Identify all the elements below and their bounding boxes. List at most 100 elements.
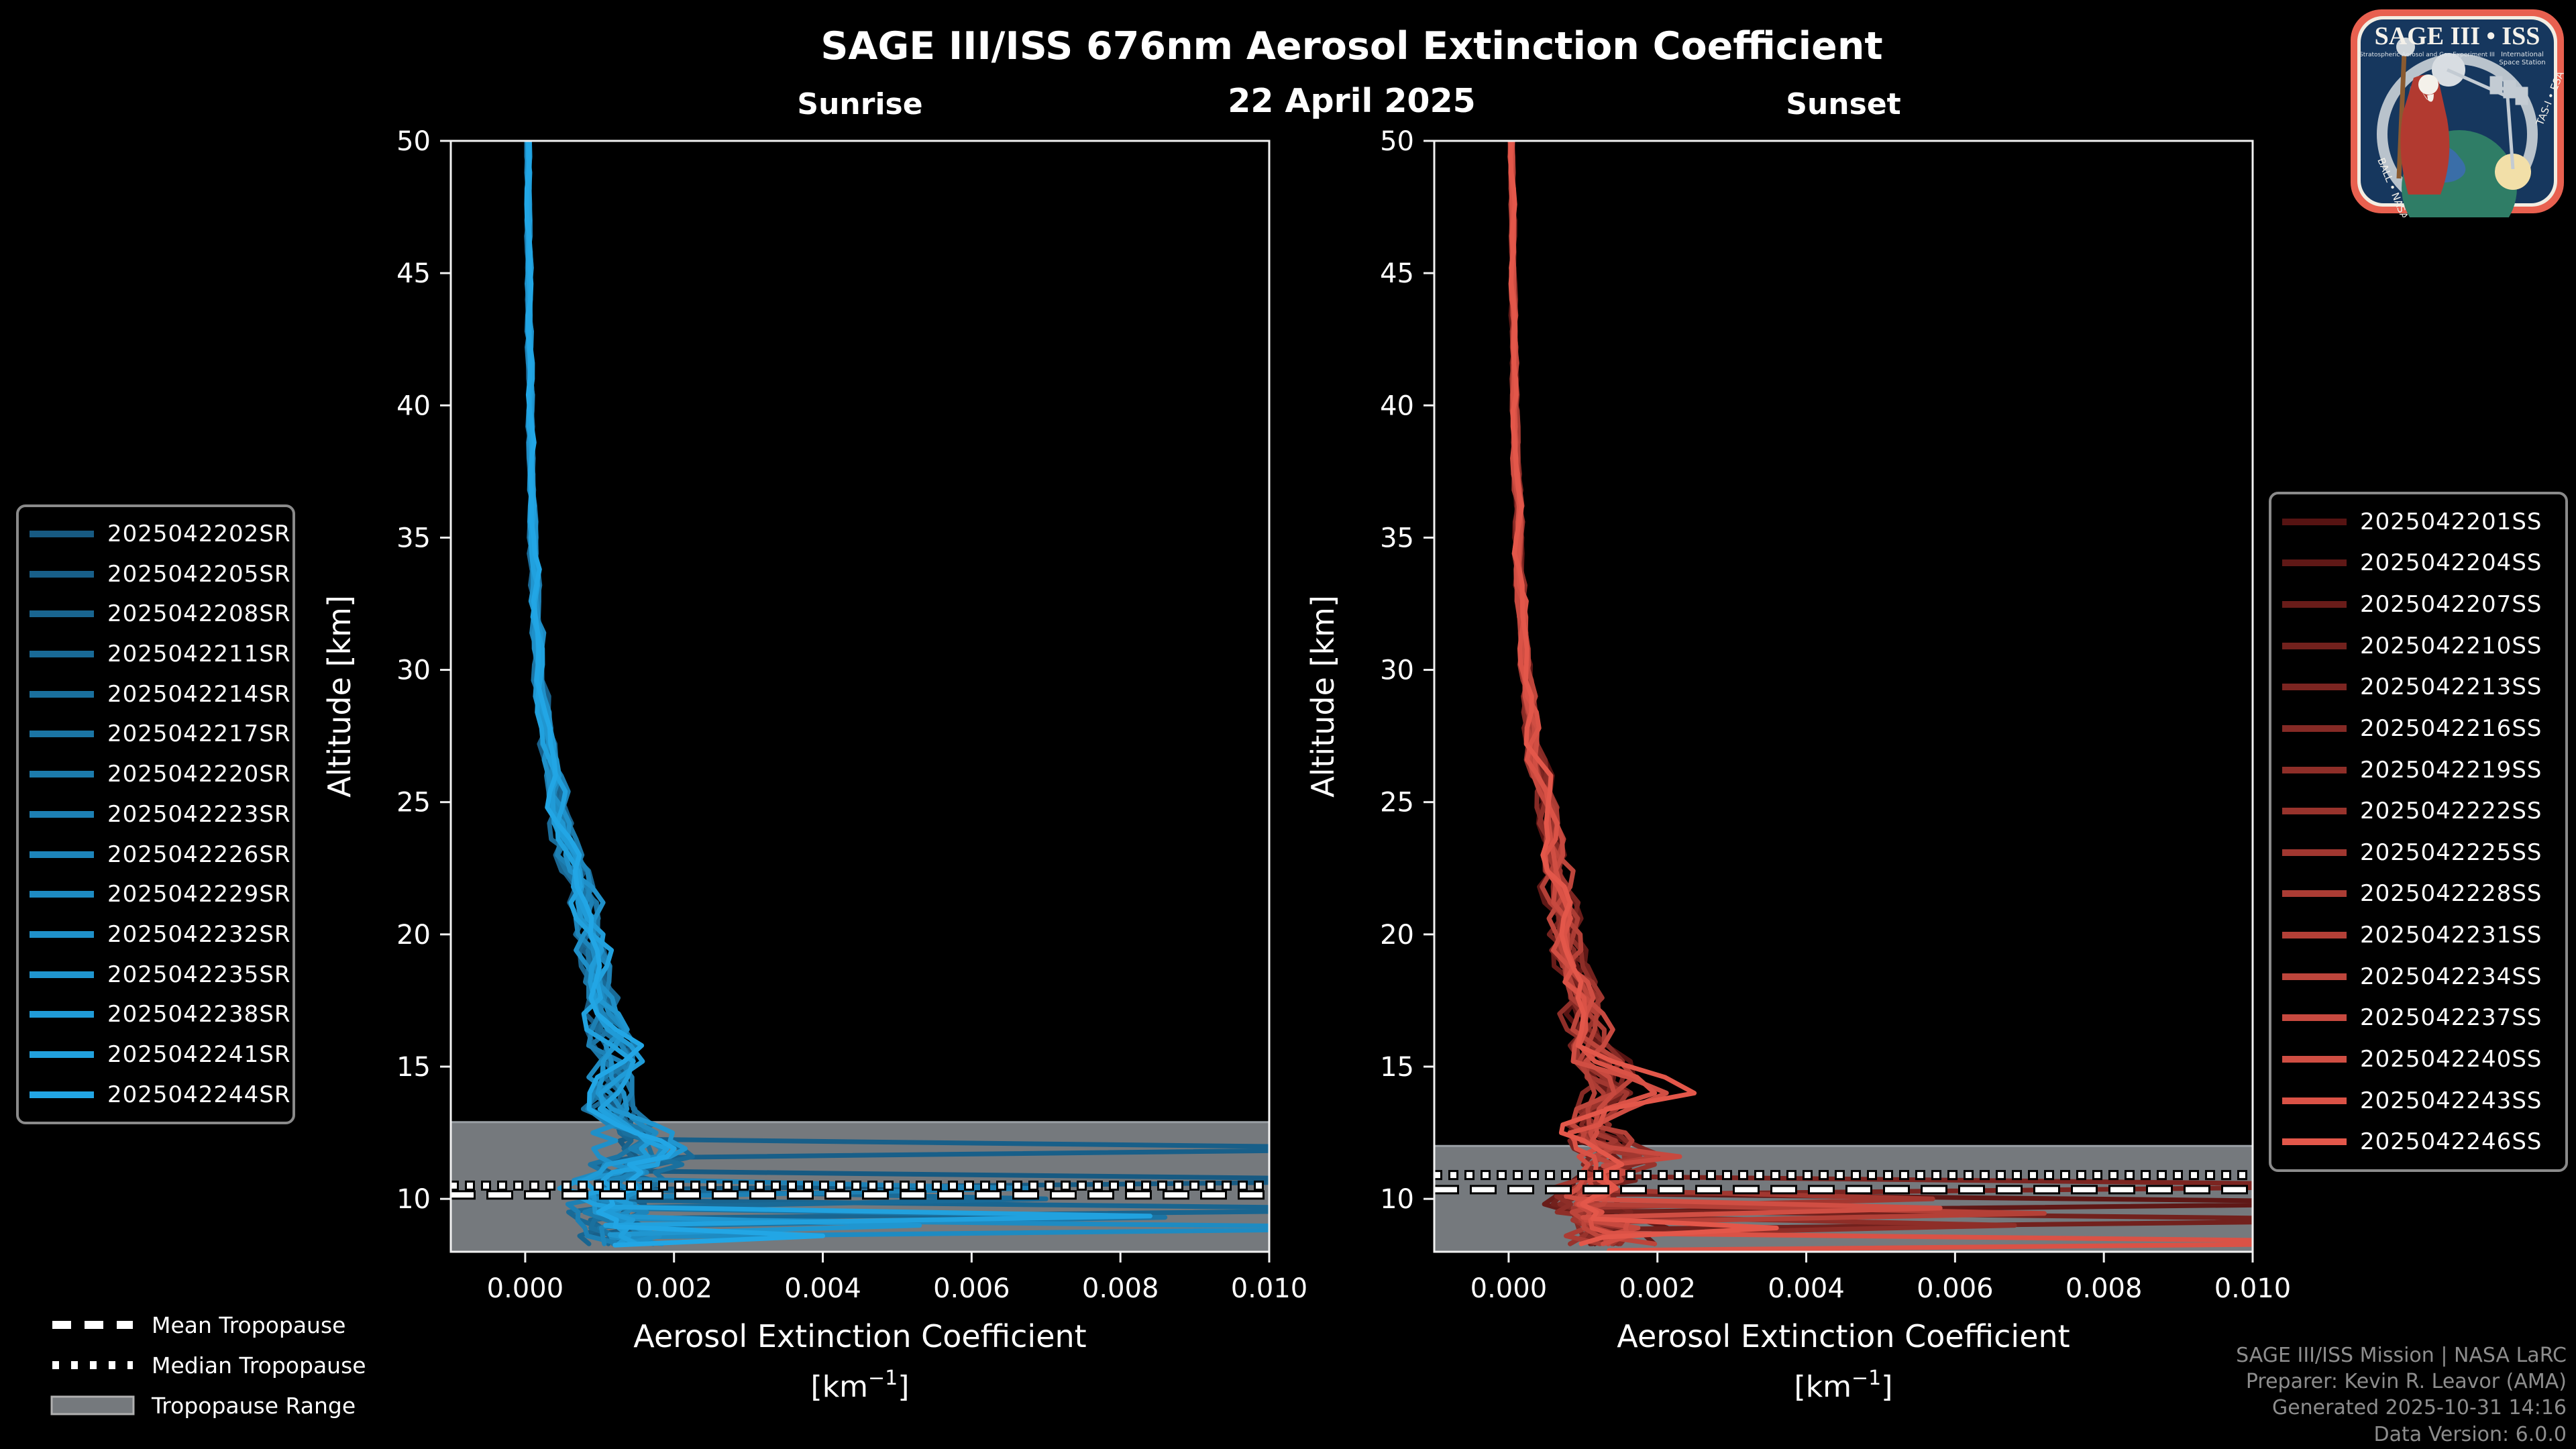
legend-line-swatch (30, 1091, 94, 1098)
legend-line-swatch (30, 690, 94, 698)
legend-item: 2025042217SR (30, 715, 290, 753)
legend-line-swatch (2282, 1055, 2347, 1063)
svg-text:0.006: 0.006 (1917, 1273, 1994, 1304)
legend-line-swatch (2282, 518, 2347, 525)
legend-item-label: 2025042241SR (107, 1041, 291, 1069)
svg-text:50: 50 (1380, 126, 1414, 157)
legend-item: 2025042223SR (30, 796, 290, 833)
legend-median-tropopause: Median Tropopause (48, 1350, 366, 1381)
legend-item-label: 2025042222SS (2360, 798, 2542, 825)
svg-text:20: 20 (1380, 920, 1414, 951)
svg-text:15: 15 (1380, 1052, 1414, 1083)
svg-text:40: 40 (1380, 390, 1414, 421)
legend-item-label: 2025042208SR (107, 600, 291, 628)
legend-line-swatch (30, 771, 94, 778)
legend-item-label: 2025042213SS (2360, 674, 2542, 701)
legend-line-swatch (2282, 642, 2347, 649)
legend-item-label: 2025042201SS (2360, 508, 2542, 535)
sage-iss-logo: SAGE III • ISS Stratospheric Aerosol and… (2351, 9, 2567, 217)
legend-item-label: 2025042223SR (107, 800, 291, 828)
svg-text:45: 45 (396, 258, 431, 289)
logo-subtitle-right-1: International (2501, 51, 2544, 58)
svg-text:45: 45 (1380, 258, 1414, 289)
svg-text:10: 10 (1380, 1184, 1414, 1215)
logo-subtitle-left: Stratospheric Aerosol and Gas Experiment… (2359, 52, 2495, 58)
legend-line-swatch (30, 971, 94, 978)
profile-line-2025042225SS (1507, 141, 1935, 1246)
legend-item-label: 2025042244SR (107, 1081, 291, 1108)
legend-line-swatch (2282, 890, 2347, 898)
legend-item-label: 2025042225SS (2360, 839, 2542, 866)
legend-item: 2025042216SS (2282, 710, 2555, 747)
legend-item: 2025042205SR (30, 555, 290, 593)
legend-item: 2025042210SS (2282, 627, 2555, 665)
svg-text:15: 15 (396, 1052, 431, 1083)
legend-item-label: 2025042202SR (107, 520, 291, 547)
legend-line-swatch (2282, 559, 2347, 567)
legend-item: 2025042204SS (2282, 544, 2555, 582)
legend-item: 2025042220SR (30, 755, 290, 793)
legend-item: 2025042229SR (30, 875, 290, 913)
legend-item: 2025042211SR (30, 635, 290, 673)
legend-item: 2025042244SR (30, 1076, 290, 1114)
legend-line-swatch (30, 891, 94, 898)
legend-item-label: 2025042205SR (107, 560, 291, 588)
legend-item-label: 2025042235SR (107, 961, 291, 988)
svg-text:30: 30 (1380, 655, 1414, 686)
footer-credits: SAGE III/ISS Mission | NASA LaRC Prepare… (2236, 1342, 2567, 1448)
legend-item: 2025042235SR (30, 956, 290, 994)
panel-title-sunrise: Sunrise (797, 87, 923, 121)
svg-text:0.004: 0.004 (1768, 1273, 1845, 1304)
legend-item-label: 2025042207SS (2360, 591, 2542, 619)
svg-text:10: 10 (396, 1184, 431, 1215)
footer-preparer: Preparer: Kevin R. Leavor (AMA) (2245, 1370, 2567, 1394)
legend-line-swatch (2282, 1014, 2347, 1022)
legend-item: 2025042241SR (30, 1036, 290, 1073)
svg-text:Altitude [km]: Altitude [km] (1305, 595, 1341, 798)
svg-text:0.002: 0.002 (1619, 1273, 1696, 1304)
legend-line-swatch (2282, 601, 2347, 608)
svg-text:Altitude [km]: Altitude [km] (321, 595, 358, 798)
legend-sunset-events: 2025042201SS 2025042204SS 2025042207SS 2025… (2269, 492, 2568, 1172)
legend-item-label: 2025042237SS (2360, 1004, 2542, 1032)
legend-mean-tropopause: Mean Tropopause (48, 1309, 366, 1340)
legend-line-swatch (30, 1011, 94, 1018)
svg-text:35: 35 (396, 523, 431, 553)
svg-text:0.010: 0.010 (1231, 1273, 1308, 1304)
legend-item-label: 2025042243SS (2360, 1087, 2542, 1114)
svg-text:0.000: 0.000 (1470, 1273, 1548, 1304)
legend-item: 2025042213SS (2282, 668, 2555, 706)
legend-item-label: 2025042240SS (2360, 1045, 2542, 1073)
svg-text:0.008: 0.008 (1082, 1273, 1159, 1304)
svg-text:50: 50 (396, 126, 431, 157)
profile-line-2025042246SS (1508, 141, 1779, 1246)
legend-item-label: 2025042238SR (107, 1001, 291, 1028)
legend-item-label: 2025042219SS (2360, 756, 2542, 784)
legend-item: 2025042214SR (30, 676, 290, 713)
legend-item: 2025042243SS (2282, 1082, 2555, 1120)
legend-item: 2025042226SR (30, 836, 290, 873)
svg-text:0.006: 0.006 (933, 1273, 1010, 1304)
profile-line-2025042244SR (524, 141, 825, 1248)
legend-item: 2025042240SS (2282, 1040, 2555, 1078)
svg-text:40: 40 (396, 390, 431, 421)
profile-line-2025042240SS (1508, 141, 1943, 1246)
logo-sun-icon (2495, 154, 2531, 190)
svg-text:Aerosol Extinction Coefficient: Aerosol Extinction Coefficient (1617, 1318, 2070, 1354)
legend-item-label: 2025042210SS (2360, 632, 2542, 659)
svg-text:0.000: 0.000 (487, 1273, 564, 1304)
legend-line-swatch (2282, 684, 2347, 691)
legend-item: 2025042228SS (2282, 875, 2555, 912)
legend-item: 2025042225SS (2282, 834, 2555, 871)
legend-item-label: 2025042246SS (2360, 1128, 2542, 1156)
profile-line-2025042231SS (1509, 141, 2047, 1246)
legend-item: 2025042246SS (2282, 1123, 2555, 1161)
legend-item: 2025042207SS (2282, 586, 2555, 623)
legend-line-swatch (2282, 849, 2347, 856)
legend-tropopause-range: Tropopause Range (48, 1390, 366, 1421)
legend-item-label: 2025042231SS (2360, 922, 2542, 949)
legend-item: 2025042201SS (2282, 503, 2555, 541)
footer-generated: Generated 2025-10-31 14:16 (2271, 1396, 2567, 1420)
tropopause-range-label: Tropopause Range (152, 1392, 356, 1419)
profile-line-2025042235SR (525, 141, 922, 1246)
